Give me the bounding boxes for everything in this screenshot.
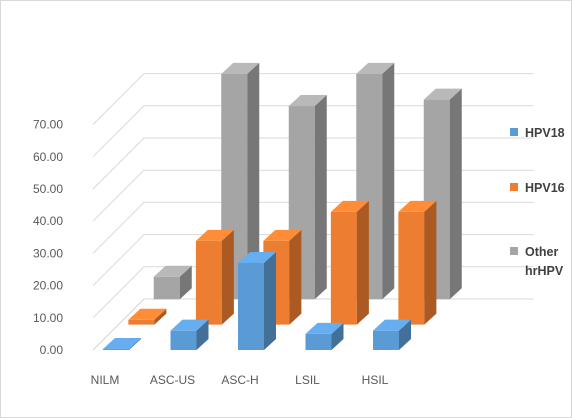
legend-entry: Other hrHPV xyxy=(510,245,564,278)
gridline xyxy=(92,137,534,190)
bar-top xyxy=(330,200,369,212)
y-tick-label: 70.00 xyxy=(33,118,63,132)
x-tick-label: HSIL xyxy=(362,373,389,387)
x-tick-label: ASC-US xyxy=(150,373,195,387)
bar-top xyxy=(170,319,209,331)
y-tick-label: 40.00 xyxy=(33,214,63,228)
bar-front xyxy=(305,333,332,350)
bar-side xyxy=(179,265,192,300)
bar xyxy=(128,308,167,325)
legend-swatch xyxy=(510,247,518,255)
bar-top xyxy=(356,62,395,74)
bar-side xyxy=(331,322,344,350)
bar-top xyxy=(423,88,462,100)
legend-label: HPV16 xyxy=(525,181,565,195)
y-tick-label: 60.00 xyxy=(33,150,63,164)
bar-front xyxy=(153,276,180,300)
bar-top xyxy=(373,319,411,331)
bar-top xyxy=(103,338,141,350)
gridline xyxy=(92,169,534,222)
bar-side xyxy=(289,229,302,325)
bar-front xyxy=(373,330,399,350)
x-tick-label: LSIL xyxy=(295,373,320,387)
bar-front xyxy=(330,211,357,325)
legend-entry: HPV18 xyxy=(510,126,565,140)
gridlines xyxy=(92,73,534,351)
gridline xyxy=(92,105,534,158)
y-tick-label: 30.00 xyxy=(33,246,63,260)
bars xyxy=(103,62,462,350)
gridline xyxy=(92,201,534,254)
legend: HPV18 HPV16 Other hrHPV xyxy=(510,126,565,278)
bar-front xyxy=(103,349,129,350)
bar-top xyxy=(195,229,234,241)
y-tick-label: 20.00 xyxy=(33,279,63,293)
bar xyxy=(195,229,234,325)
bar-side xyxy=(264,252,276,350)
bar-side xyxy=(449,88,462,300)
y-tick-label: 50.00 xyxy=(33,182,63,196)
bar-top xyxy=(263,229,302,241)
legend-swatch xyxy=(510,183,518,191)
bar xyxy=(423,88,462,300)
bar-front xyxy=(398,211,425,325)
bar-side xyxy=(399,319,411,350)
bar-top xyxy=(305,322,344,334)
floor-edge xyxy=(92,298,145,351)
bar-side xyxy=(196,319,209,350)
bar-side xyxy=(247,62,260,300)
bar-side xyxy=(221,229,234,325)
series-other-hrhpv xyxy=(153,62,462,300)
bar-top xyxy=(288,95,327,107)
bar xyxy=(103,338,141,350)
x-tick-label: ASC-H xyxy=(221,373,258,387)
bar-top xyxy=(238,252,276,264)
bar-top xyxy=(398,200,437,212)
bar-side xyxy=(314,95,327,300)
bar xyxy=(238,252,276,350)
bar xyxy=(373,319,411,350)
legend-label: hrHPV xyxy=(525,264,564,278)
bar-front xyxy=(238,263,264,350)
x-tick-label: NILM xyxy=(91,373,120,387)
y-tick-label: 10.00 xyxy=(33,311,63,325)
bar xyxy=(398,200,437,325)
bar-side xyxy=(356,200,369,325)
bar-top xyxy=(221,62,260,74)
bar-top xyxy=(128,308,167,320)
bar-side xyxy=(382,62,395,300)
y-tick-label: 0.00 xyxy=(40,343,64,357)
legend-swatch xyxy=(510,128,518,136)
bar-top xyxy=(153,265,192,277)
legend-entry: HPV16 xyxy=(510,181,565,195)
legend-label: HPV18 xyxy=(525,126,565,140)
bar xyxy=(330,200,369,325)
series-hpv18 xyxy=(103,252,411,350)
bar-side xyxy=(424,200,437,325)
y-axis-ticks: 0.00 10.00 20.00 30.00 40.00 50.00 60.00 70.00 xyxy=(33,118,63,357)
bar-side xyxy=(154,308,167,325)
bar xyxy=(153,265,192,300)
bar xyxy=(170,319,209,350)
legend-label: Other xyxy=(525,245,558,259)
bar-side xyxy=(129,338,141,350)
x-axis-ticks: NILM ASC-US ASC-H LSIL HSIL xyxy=(91,373,389,387)
bar-front xyxy=(170,330,197,350)
bar-front xyxy=(195,240,222,325)
bar-front xyxy=(128,319,155,325)
gridline xyxy=(92,73,534,125)
bar xyxy=(305,322,344,350)
